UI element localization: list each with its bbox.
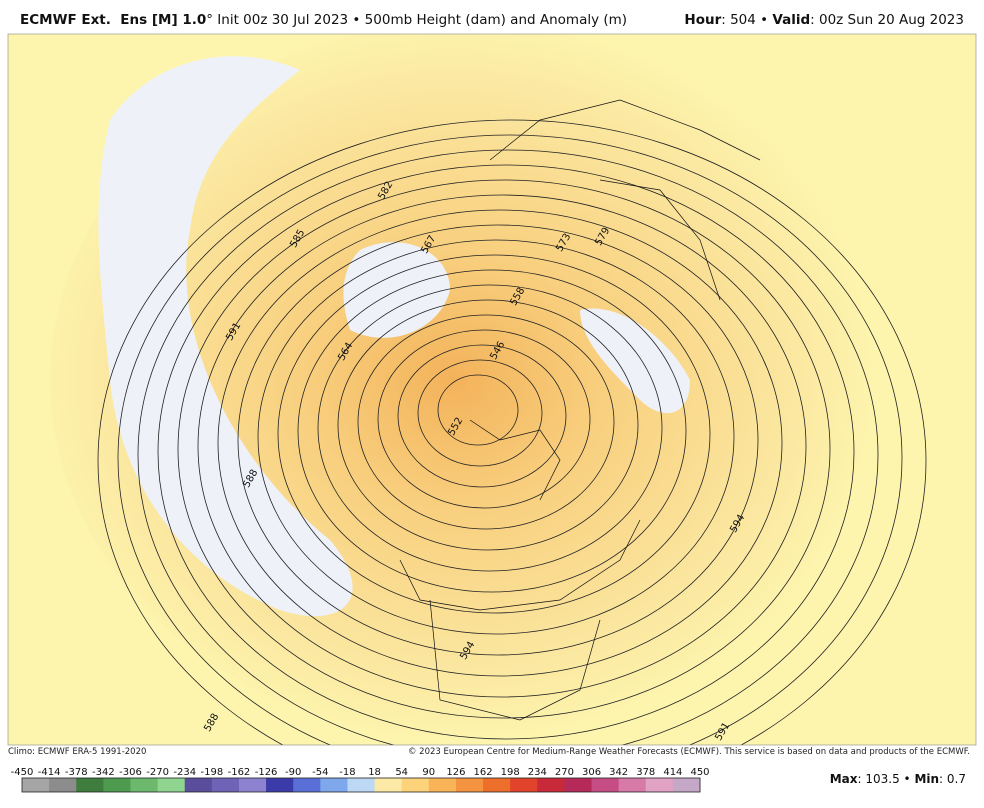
contour — [137, 149, 879, 745]
colorbar-tick-label: -414 — [38, 767, 61, 778]
colorbar-tick-label: 342 — [609, 767, 628, 778]
colorbar-tick-label: -90 — [285, 767, 301, 778]
max-min: Max: 103.5 • Min: 0.7 — [830, 772, 966, 786]
title-rest: ° Init 00z 30 Jul 2023 • 500mb Height (d… — [206, 12, 628, 28]
colorbar-swatch — [510, 778, 538, 792]
contour — [317, 284, 663, 572]
hour-label: Hour — [684, 12, 722, 28]
contour — [197, 194, 807, 698]
colorbar-swatch — [76, 778, 104, 792]
colorbar-swatch — [103, 778, 131, 792]
colorbar-swatch — [22, 778, 50, 792]
valid-label: Valid — [772, 12, 811, 28]
colorbar-tick-label: 270 — [555, 767, 574, 778]
contour — [97, 119, 927, 745]
max-value: : 103.5 • — [857, 772, 915, 786]
contour — [417, 359, 543, 467]
colorbar-swatch — [645, 778, 674, 792]
colorbar-tick-label: 54 — [395, 767, 408, 778]
colorbar-tick-label: 378 — [636, 767, 655, 778]
colorbar-tick-label: 306 — [582, 767, 601, 778]
colorbar-tick-label: 18 — [368, 767, 381, 778]
valid-info: Hour: 504 • Valid: 00z Sun 20 Aug 2023 — [684, 12, 964, 28]
colorbar-swatch — [211, 778, 240, 792]
colorbar-swatch — [238, 778, 267, 792]
colorbar-swatch — [157, 778, 186, 792]
colorbar-swatch — [564, 778, 593, 792]
colorbar-tick-label: -198 — [200, 767, 223, 778]
hour-value: : 504 • — [721, 12, 773, 28]
colorbar-tick-label: 90 — [422, 767, 435, 778]
colorbar-tick-label: -342 — [92, 767, 115, 778]
colorbar-swatch — [672, 778, 701, 792]
colorbar-swatch — [618, 778, 647, 792]
contour — [397, 344, 567, 488]
colorbar-swatch — [591, 778, 620, 792]
max-label: Max — [829, 772, 858, 786]
colorbar-swatch — [401, 778, 430, 792]
colorbar-tick-label: -270 — [146, 767, 169, 778]
contour — [217, 209, 783, 677]
contour — [237, 224, 759, 656]
colorbar-tick-label: 162 — [473, 767, 492, 778]
colorbar-swatch — [184, 778, 213, 792]
colorbar-swatch — [455, 778, 484, 792]
title-bold: ECMWF Ext. Ens [M] 1.0 — [20, 12, 207, 28]
contour — [157, 164, 855, 740]
colorbar-tick-label: -126 — [255, 767, 278, 778]
colorbar-tick-label: -378 — [65, 767, 88, 778]
contour — [337, 299, 639, 551]
contour — [437, 374, 519, 446]
colorbar-swatch — [428, 778, 457, 792]
contour — [177, 179, 831, 719]
contour — [297, 269, 687, 593]
copyright: © 2023 European Centre for Medium-Range … — [407, 747, 970, 757]
colorbar-tick-label: -162 — [228, 767, 251, 778]
min-value: : 0.7 — [939, 772, 966, 786]
colorbar-swatch — [483, 778, 511, 792]
colorbar-tick-label: -450 — [11, 767, 34, 778]
colorbar-swatch — [293, 778, 321, 792]
colorbar-swatch — [49, 778, 77, 792]
title: ECMWF Ext. Ens [M] 1.0° Init 00z 30 Jul … — [20, 12, 627, 28]
contour — [377, 329, 591, 509]
climo: Climo: ECMWF ERA-5 1991-2020 — [8, 747, 147, 757]
colorbar-tick-label: -234 — [173, 767, 196, 778]
colorbar-tick-label: 126 — [446, 767, 465, 778]
contour — [257, 239, 735, 635]
min-label: Min — [914, 772, 940, 786]
colorbar-tick-label: 414 — [663, 767, 682, 778]
contour — [117, 134, 903, 745]
valid-value: : 00z Sun 20 Aug 2023 — [810, 12, 964, 28]
colorbar-tick-label: 234 — [528, 767, 547, 778]
colorbar-tick-label: 198 — [501, 767, 520, 778]
colorbar-swatch — [374, 778, 403, 792]
colorbar-swatch — [266, 778, 294, 792]
colorbar-swatch — [347, 778, 376, 792]
contour — [277, 254, 711, 614]
colorbar-frame — [21, 777, 701, 793]
colorbar-tick-label: -54 — [312, 767, 328, 778]
colorbar-swatch — [130, 778, 159, 792]
colorbar-swatch — [537, 778, 565, 792]
colorbar-tick-label: -18 — [339, 767, 355, 778]
colorbar-tick-label: -306 — [119, 767, 142, 778]
colorbar-tick-label: 450 — [690, 767, 709, 778]
colorbar-swatch — [320, 778, 348, 792]
contour — [357, 314, 615, 530]
